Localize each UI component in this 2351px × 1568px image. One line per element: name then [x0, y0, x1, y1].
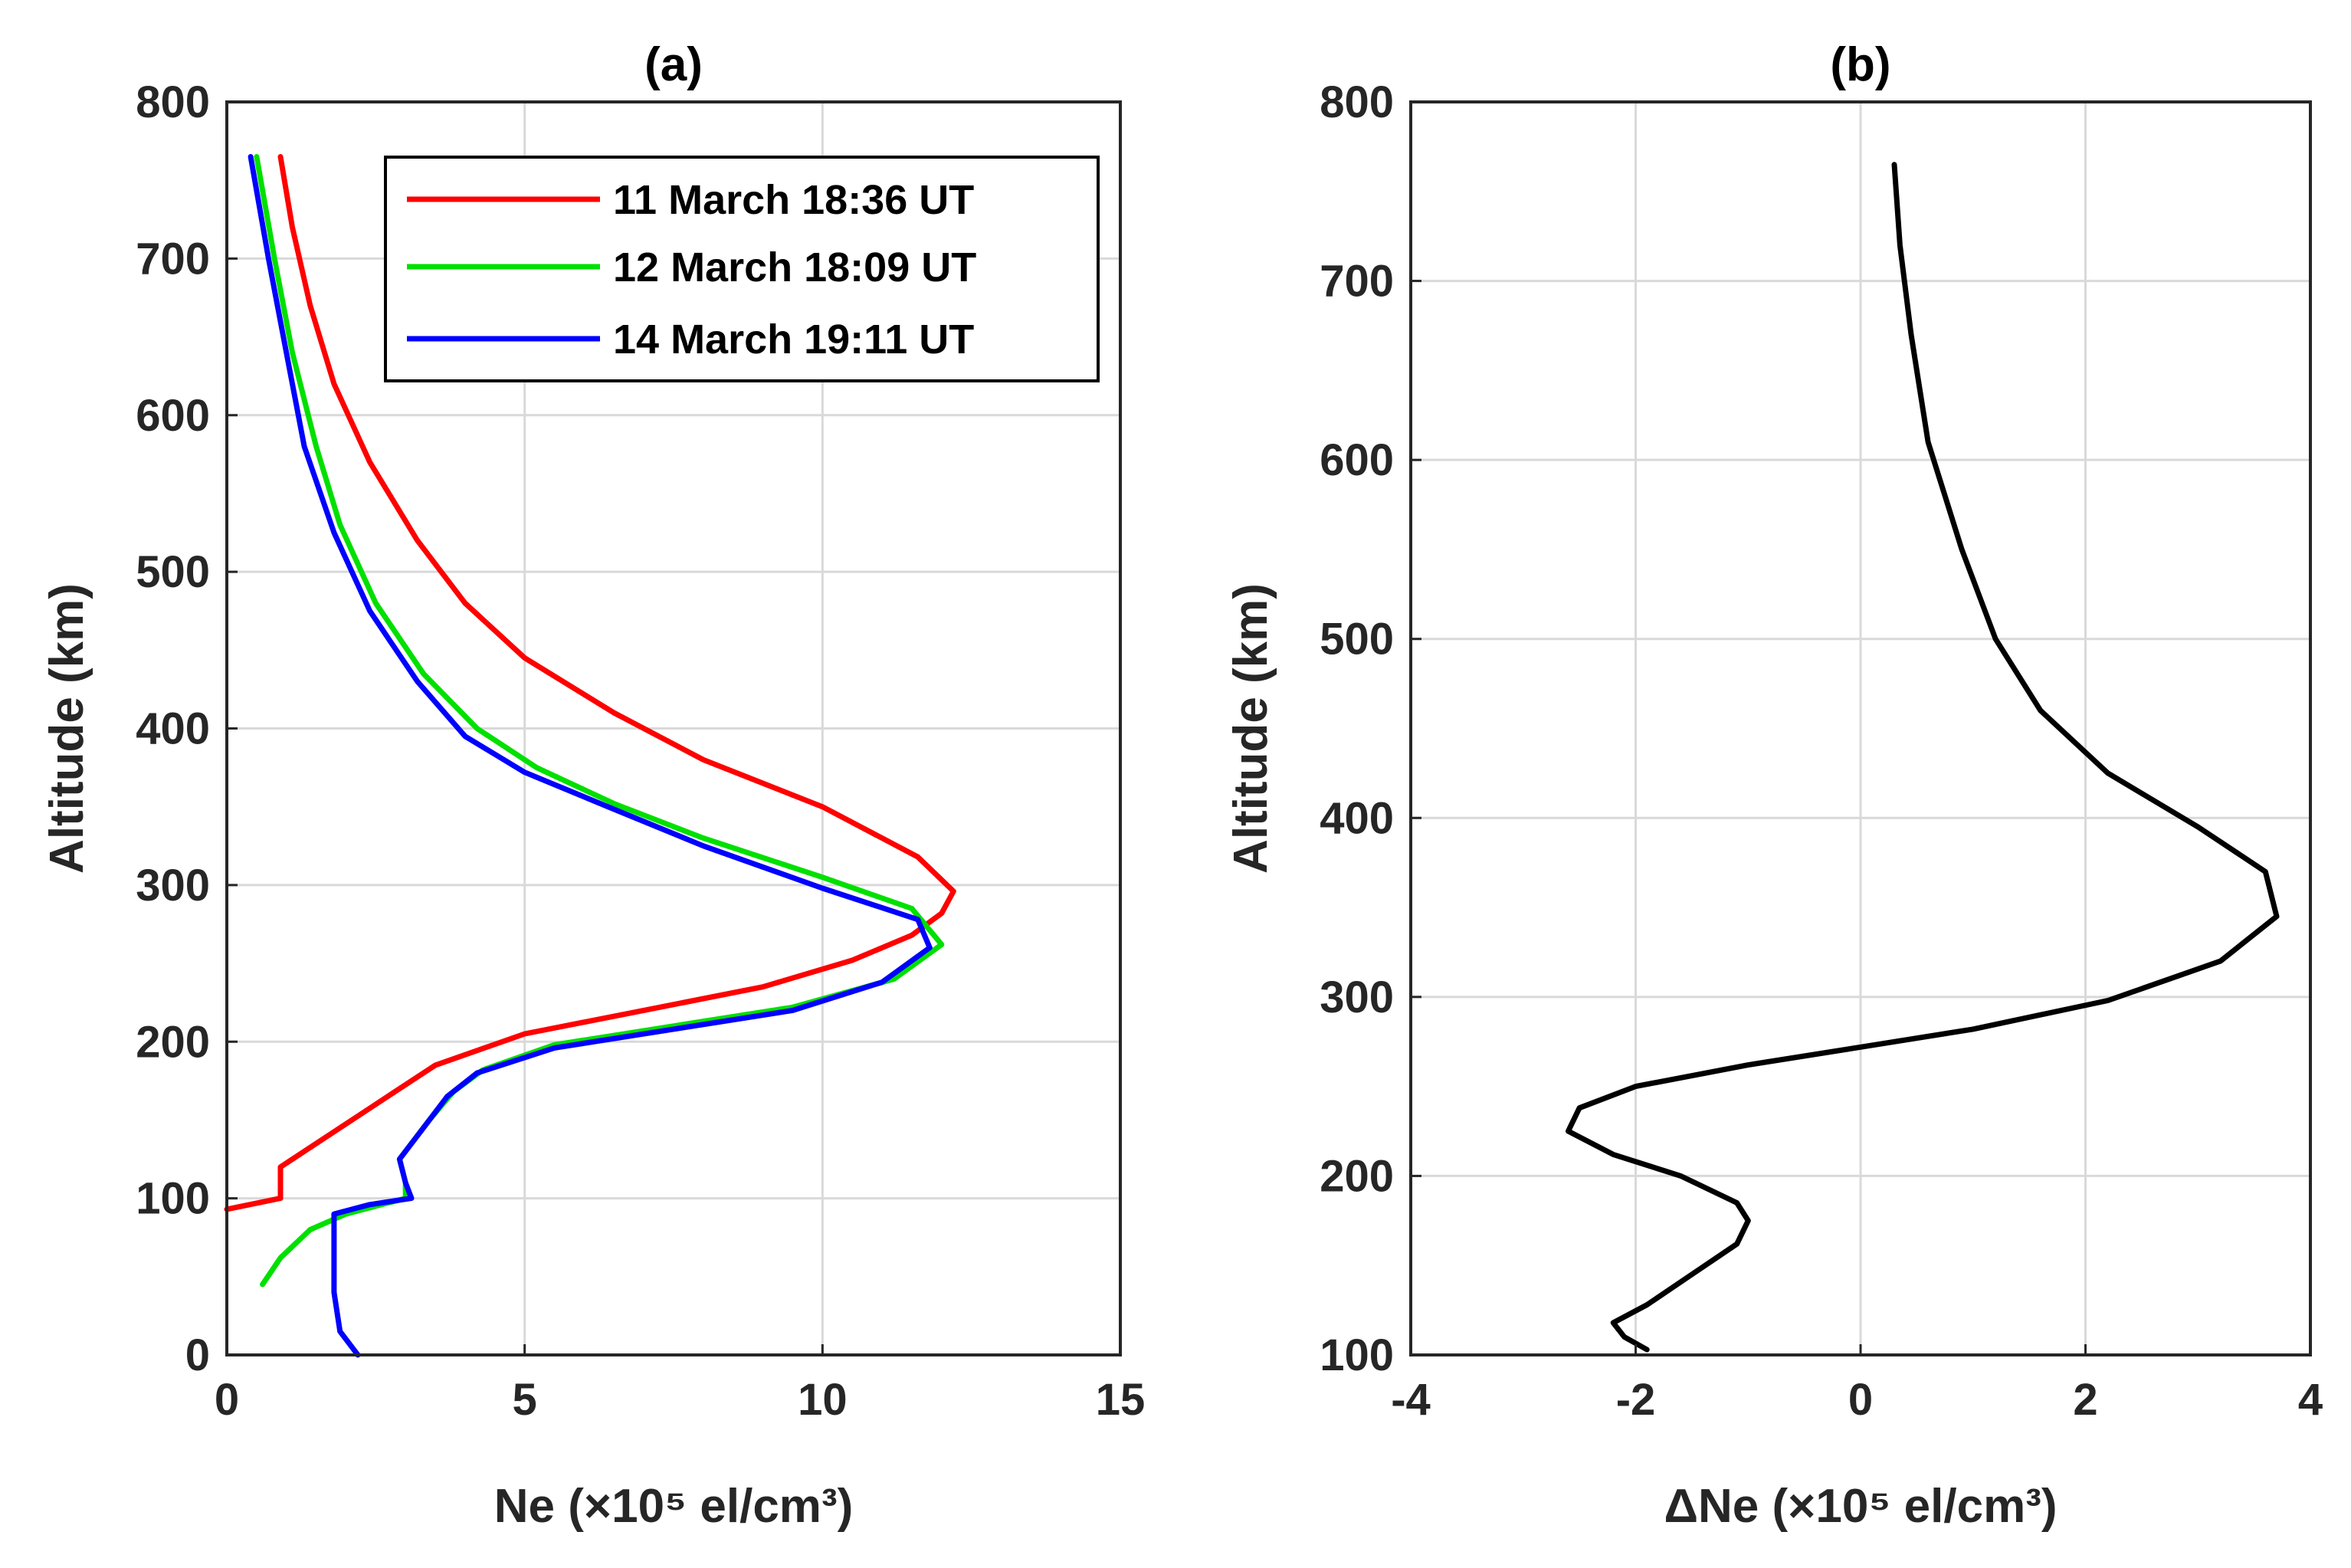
panel-b-y-axis-label: Altitude (km) — [1225, 583, 1277, 874]
panel-b-y-tick-label: 800 — [1320, 77, 1394, 127]
panel-b-x-axis-label: ΔNe (×10⁵ el/cm³) — [1664, 1480, 2057, 1533]
panel-a-line-11-march-18-36-ut — [224, 154, 956, 1212]
panel-a-line-14-march-19-11-ut — [248, 154, 933, 1358]
panel-a-y-tick-label: 400 — [136, 704, 210, 754]
legend-label-11-march: 11 March 18:36 UT — [613, 177, 974, 223]
panel-a-x-tick-label: 0 — [215, 1375, 239, 1425]
panel-b-ticks: -4 -2 0 2 4 100 200 300 400 500 600 700 800 — [1320, 77, 2323, 1425]
legend: 11 March 18:36 UT 12 March 18:09 UT 14 M… — [384, 156, 1100, 382]
panel-a-x-tick-label: 15 — [1096, 1375, 1146, 1425]
panel-b-y-tick-label: 400 — [1320, 793, 1394, 843]
panel-a-y-tick-label: 100 — [136, 1174, 210, 1224]
panel-b-y-tick-label: 700 — [1320, 257, 1394, 307]
panel-b: -4 -2 0 2 4 100 200 300 400 500 600 700 800 (b) ΔNe … — [1225, 38, 2323, 1533]
panel-a-y-tick-label: 200 — [136, 1017, 210, 1067]
panel-b-grid — [1409, 100, 2312, 1356]
panel-a-y-tick-label: 0 — [185, 1330, 210, 1380]
panel-a-x-axis-label: Ne (×10⁵ el/cm³) — [494, 1480, 853, 1533]
panel-a-y-axis-label: Altitude (km) — [41, 583, 93, 874]
panel-b-x-tick-label: -4 — [1391, 1375, 1431, 1425]
panel-a-series — [224, 154, 956, 1358]
panel-b-y-tick-label: 500 — [1320, 615, 1394, 664]
panel-a-line-12-march-18-09-ut — [254, 154, 945, 1288]
panel-b-x-tick-label: -2 — [1616, 1375, 1656, 1425]
panel-b-line-ne — [1566, 162, 2280, 1353]
panel-b-x-tick-label: 4 — [2298, 1375, 2323, 1425]
panel-b-title: (b) — [1830, 38, 1890, 91]
legend-label-12-march: 12 March 18:09 UT — [613, 244, 976, 290]
panel-a-y-tick-label: 300 — [136, 861, 210, 910]
panel-b-y-tick-label: 200 — [1320, 1151, 1394, 1201]
panel-b-y-tick-label: 100 — [1320, 1330, 1394, 1380]
panel-a-y-tick-label: 500 — [136, 547, 210, 597]
panel-a-title: (a) — [644, 38, 703, 91]
panel-a: 0 5 10 15 0 100 200 300 400 500 600 700 800 (a) Ne (… — [41, 38, 1145, 1533]
panel-b-y-tick-label: 600 — [1320, 435, 1394, 485]
panel-a-y-tick-label: 800 — [136, 77, 210, 127]
legend-label-14-march: 14 March 19:11 UT — [613, 317, 974, 362]
panel-a-ticks: 0 5 10 15 0 100 200 300 400 500 600 700 800 — [136, 77, 1145, 1425]
panel-a-x-tick-label: 5 — [513, 1375, 537, 1425]
panel-b-x-tick-label: 0 — [1848, 1375, 1873, 1425]
panel-a-y-tick-label: 600 — [136, 391, 210, 441]
panel-a-y-tick-label: 700 — [136, 234, 210, 284]
panel-b-y-tick-label: 300 — [1320, 973, 1394, 1022]
panel-a-x-tick-label: 10 — [798, 1375, 848, 1425]
panel-b-x-tick-label: 2 — [2073, 1375, 2097, 1425]
panel-b-series — [1566, 162, 2280, 1353]
